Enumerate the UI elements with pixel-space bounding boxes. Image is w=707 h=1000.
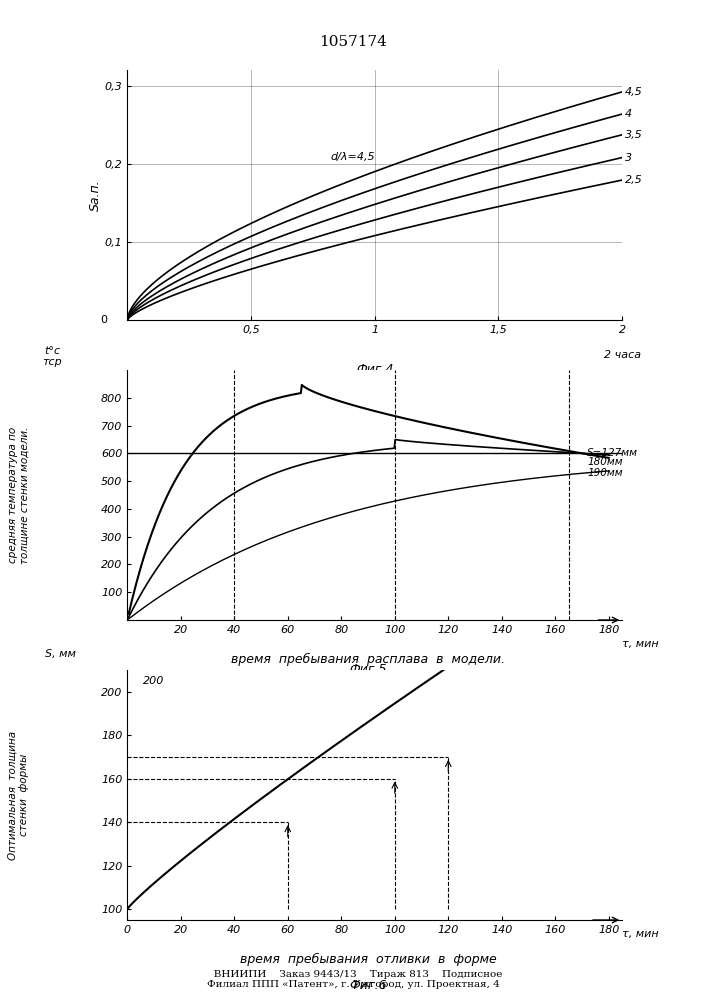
Text: 190мм: 190мм bbox=[588, 468, 623, 478]
Text: τ, мин: τ, мин bbox=[622, 639, 659, 649]
Text: 4,5: 4,5 bbox=[624, 87, 643, 97]
Text: 2 часа: 2 часа bbox=[604, 350, 641, 360]
Text: 3: 3 bbox=[624, 153, 632, 163]
Text: Фиг.6: Фиг.6 bbox=[349, 979, 387, 992]
Text: средняя температура по
толщине стенки модели.: средняя температура по толщине стенки мо… bbox=[8, 426, 29, 564]
Text: время  пребывания  расплава  в  модели.: время пребывания расплава в модели. bbox=[231, 653, 505, 666]
Text: ВНИИПИ    Заказ 9443/13    Тираж 813    Подписное
Филиал ППП «Патент», г. Ужгоро: ВНИИПИ Заказ 9443/13 Тираж 813 Подписное… bbox=[204, 970, 503, 989]
Text: Фиг.5: Фиг.5 bbox=[349, 663, 387, 676]
Text: Фиг.4: Фиг.4 bbox=[356, 363, 394, 376]
Text: 180мм: 180мм bbox=[588, 457, 623, 467]
Text: t°с
тср: t°с тср bbox=[42, 346, 62, 367]
Text: S=127мм: S=127мм bbox=[588, 448, 638, 458]
Text: 1057174: 1057174 bbox=[320, 35, 387, 49]
Text: время  пребывания  отливки  в  форме: время пребывания отливки в форме bbox=[240, 953, 496, 966]
Text: τ, мин: τ, мин bbox=[622, 929, 659, 939]
Text: Оптимальная  толщина
стенки  формы: Оптимальная толщина стенки формы bbox=[8, 730, 29, 860]
Text: 2,5: 2,5 bbox=[624, 175, 643, 185]
Y-axis label: Sа.п.: Sа.п. bbox=[89, 179, 102, 211]
Text: d/λ=4,5: d/λ=4,5 bbox=[330, 152, 375, 162]
Text: 0: 0 bbox=[100, 315, 107, 325]
Text: 3,5: 3,5 bbox=[624, 130, 643, 140]
Text: 200: 200 bbox=[144, 676, 165, 686]
Text: 4: 4 bbox=[624, 109, 632, 119]
Text: S, мм: S, мм bbox=[45, 649, 76, 659]
